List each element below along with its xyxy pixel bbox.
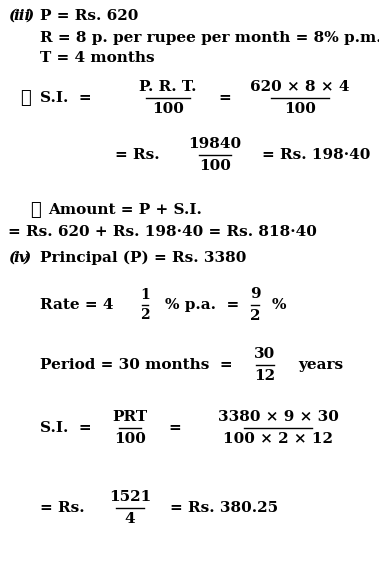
Text: 100 × 2 × 12: 100 × 2 × 12 <box>223 432 333 446</box>
Text: ): ) <box>24 251 31 265</box>
Text: 2: 2 <box>140 308 150 322</box>
Text: 19840: 19840 <box>188 137 241 151</box>
Text: iv: iv <box>13 251 28 265</box>
Text: = Rs. 620 + Rs. 198·40 = Rs. 818·40: = Rs. 620 + Rs. 198·40 = Rs. 818·40 <box>8 225 317 239</box>
Text: 620 × 8 × 4: 620 × 8 × 4 <box>250 80 350 94</box>
Text: 4: 4 <box>125 512 135 526</box>
Text: 30: 30 <box>254 347 276 361</box>
Text: = Rs.: = Rs. <box>40 501 85 515</box>
Text: Period = 30 months  =: Period = 30 months = <box>40 358 233 372</box>
Text: 100: 100 <box>152 102 184 116</box>
Text: %: % <box>272 298 287 312</box>
Text: R = 8 p. per rupee per month = 8% p.m.: R = 8 p. per rupee per month = 8% p.m. <box>40 31 379 45</box>
Text: 12: 12 <box>254 369 276 383</box>
Text: 100: 100 <box>284 102 316 116</box>
Text: 2: 2 <box>250 309 260 323</box>
Text: S.I.  =: S.I. = <box>40 421 92 435</box>
Text: =: = <box>218 91 231 105</box>
Text: years: years <box>298 358 343 372</box>
Text: P = Rs. 620: P = Rs. 620 <box>40 9 138 23</box>
Text: (: ( <box>8 251 15 265</box>
Text: 3380 × 9 × 30: 3380 × 9 × 30 <box>218 410 338 424</box>
Text: Rate = 4: Rate = 4 <box>40 298 113 312</box>
Text: 100: 100 <box>199 159 231 173</box>
Text: % p.a.  =: % p.a. = <box>165 298 239 312</box>
Text: ∴: ∴ <box>30 201 41 219</box>
Text: Principal (P) = Rs. 3380: Principal (P) = Rs. 3380 <box>40 251 246 265</box>
Text: = Rs.: = Rs. <box>115 148 160 162</box>
Text: =: = <box>168 421 181 435</box>
Text: S.I.  =: S.I. = <box>40 91 92 105</box>
Text: ∴: ∴ <box>20 89 31 107</box>
Text: ): ) <box>27 9 34 23</box>
Text: = Rs. 380.25: = Rs. 380.25 <box>170 501 278 515</box>
Text: Amount = P + S.I.: Amount = P + S.I. <box>48 203 202 217</box>
Text: T = 4 months: T = 4 months <box>40 51 155 65</box>
Text: 1: 1 <box>140 288 150 302</box>
Text: 100: 100 <box>114 432 146 446</box>
Text: PRT: PRT <box>113 410 147 424</box>
Text: 1521: 1521 <box>109 490 151 504</box>
Text: (: ( <box>8 9 15 23</box>
Text: = Rs. 198·40: = Rs. 198·40 <box>262 148 370 162</box>
Text: P. R. T.: P. R. T. <box>139 80 197 94</box>
Text: 9: 9 <box>250 287 260 301</box>
Text: iii: iii <box>13 9 30 23</box>
